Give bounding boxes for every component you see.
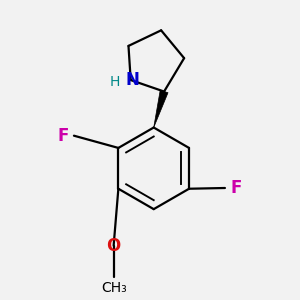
- Text: O: O: [106, 236, 121, 254]
- Text: N: N: [126, 71, 140, 89]
- Text: F: F: [57, 127, 68, 145]
- Text: F: F: [230, 179, 242, 197]
- Text: H: H: [110, 75, 120, 89]
- Polygon shape: [154, 90, 168, 128]
- Text: CH₃: CH₃: [101, 281, 127, 295]
